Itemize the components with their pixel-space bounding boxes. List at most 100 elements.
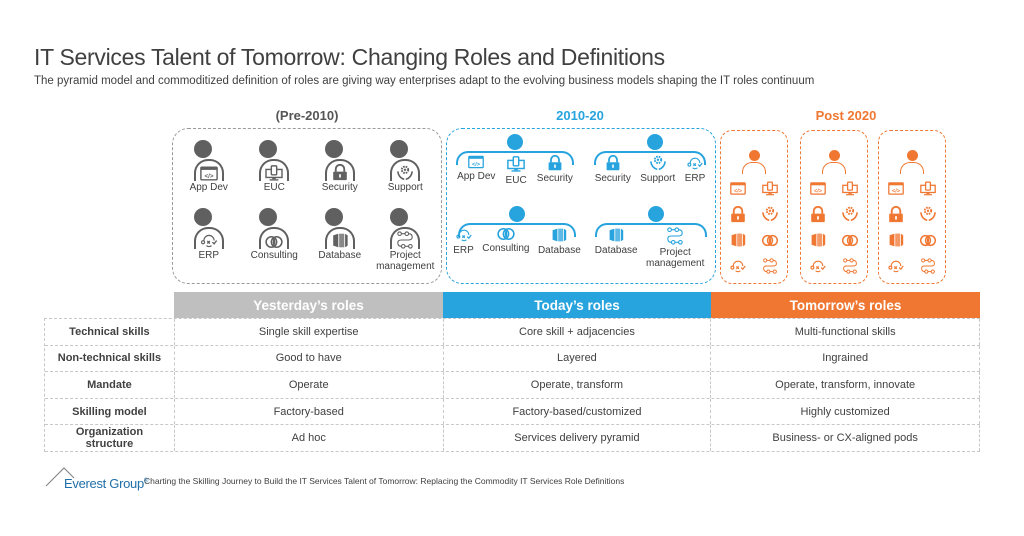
group-arc: [456, 151, 574, 165]
pre-2010-roles-grid: App Dev EUC Security Support ERP Consult…: [176, 140, 438, 274]
person-body-icon: [900, 162, 924, 174]
app-dev-icon: [810, 182, 826, 195]
post-2020-pod-box-3: [878, 130, 946, 284]
person-head-icon: [507, 134, 523, 150]
person-icon: [193, 208, 224, 249]
project-management-icon: [920, 258, 936, 274]
app-dev-icon: [730, 182, 746, 195]
database-icon: [607, 227, 625, 243]
person-icon: [193, 140, 224, 181]
person-head-icon: [648, 206, 664, 222]
euc-icon: [920, 181, 936, 196]
security-icon: [605, 155, 621, 171]
app-dev-icon: [200, 166, 218, 181]
post-2020-pod-box-2: [800, 130, 868, 284]
role-erp: ERP: [176, 208, 242, 274]
role-euc: EUC: [242, 140, 308, 206]
table-header: Yesterday’s roles Today’s roles Tomorrow…: [44, 292, 980, 318]
database-icon: [810, 232, 826, 248]
app-dev-icon: [468, 155, 484, 169]
erp-icon: [686, 155, 704, 171]
security-icon: [730, 206, 746, 223]
security-icon: [888, 206, 904, 223]
group-arc: [595, 223, 707, 237]
header-yesterdays-roles: Yesterday’s roles: [174, 292, 443, 318]
page-title: IT Services Talent of Tomorrow: Changing…: [34, 44, 665, 70]
role-database: Database: [595, 227, 638, 256]
mountain-logo-icon: [45, 467, 75, 487]
consulting-icon: [919, 234, 937, 247]
person-head-icon: [828, 150, 840, 161]
era-title-post-2020: Post 2020: [815, 108, 877, 123]
role-support: Support: [640, 155, 675, 184]
consulting-icon: [264, 235, 284, 249]
table-row: Mandate Operate Operate, transform Opera…: [45, 372, 981, 399]
post-2020-pod-1: [720, 130, 788, 284]
group-arc: [594, 151, 706, 165]
table-row: Skilling model Factory-based Factory-bas…: [45, 398, 981, 426]
person-body-icon: [822, 162, 846, 174]
person-icon: [390, 208, 421, 249]
euc-icon: [265, 165, 283, 181]
project-management-icon: [842, 258, 858, 274]
role-database: Database: [538, 227, 581, 256]
header-tomorrows-roles: Tomorrow’s roles: [711, 292, 980, 318]
database-icon: [730, 232, 746, 248]
table-row: Non-technical skills Good to have Layere…: [45, 345, 981, 373]
support-icon: [841, 206, 859, 222]
role-app-dev: App Dev: [457, 155, 495, 182]
person-icon: [259, 140, 290, 181]
euc-icon: [842, 181, 858, 196]
role-consulting: Consulting: [242, 208, 308, 274]
post-2020-pod-2: [800, 130, 868, 284]
table-row: Organization structure Ad hoc Services d…: [45, 425, 981, 452]
database-icon: [888, 232, 904, 248]
app-dev-icon: [888, 182, 904, 195]
mid-group-4: Database Project management: [592, 206, 710, 269]
consulting-icon: [761, 234, 779, 247]
database-icon: [331, 232, 349, 249]
erp-icon: [455, 227, 473, 243]
table-row: Technical skills Single skill expertise …: [45, 319, 981, 346]
source-citation: Charting the Skilling Journey to Build t…: [144, 476, 625, 486]
security-icon: [332, 164, 348, 181]
support-icon: [919, 206, 937, 222]
page-subtitle: The pyramid model and commoditized defin…: [34, 75, 815, 87]
role-database: Database: [307, 208, 373, 274]
support-icon: [649, 155, 667, 171]
post-2020-pod-box-1: [720, 130, 788, 284]
project-management-icon: [396, 231, 414, 249]
role-support: Support: [373, 140, 439, 206]
consulting-icon: [496, 227, 516, 241]
consulting-icon: [841, 234, 859, 247]
erp-icon: [887, 258, 905, 274]
role-consulting: Consulting: [482, 227, 530, 254]
security-icon: [810, 206, 826, 223]
erp-icon: [729, 258, 747, 274]
mid-group-3: ERP Consulting Database: [452, 206, 582, 256]
euc-icon: [507, 155, 525, 173]
person-body-icon: [742, 162, 766, 174]
person-head-icon: [647, 134, 663, 150]
erp-icon: [199, 232, 219, 249]
support-icon: [761, 206, 779, 222]
security-icon: [547, 155, 563, 171]
2010-20-box: [446, 128, 716, 284]
role-erp: ERP: [685, 155, 705, 184]
role-euc: EUC: [506, 155, 527, 186]
person-icon: [390, 140, 421, 181]
project-management-icon: [666, 227, 684, 245]
person-head-icon: [748, 150, 760, 161]
role-project-management: Project management: [373, 208, 439, 274]
mid-group-1: App Dev EUC Security: [452, 134, 578, 186]
post-2020-pod-3: [878, 130, 946, 284]
person-icon: [259, 208, 290, 249]
project-management-icon: [762, 258, 778, 274]
mid-group-2: Security Support ERP: [590, 134, 710, 184]
person-icon: [324, 208, 355, 249]
role-security: Security: [307, 140, 373, 206]
role-erp: ERP: [453, 227, 474, 256]
erp-icon: [809, 258, 827, 274]
person-head-icon: [509, 206, 525, 222]
role-app-dev: App Dev: [176, 140, 242, 206]
